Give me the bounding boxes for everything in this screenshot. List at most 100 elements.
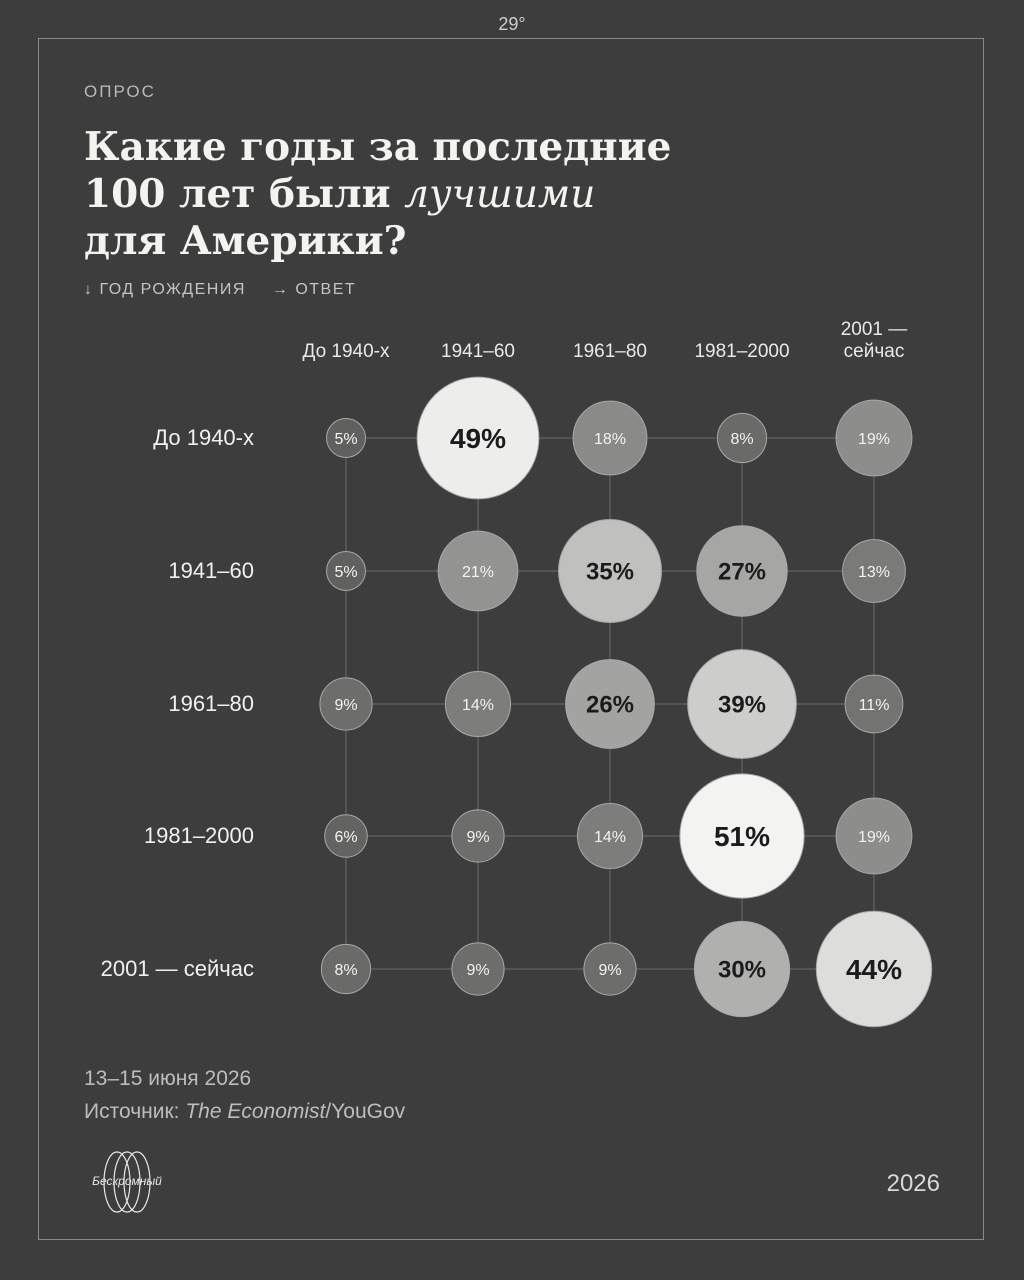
bubble: 13% [842,539,906,603]
bubble: 14% [444,670,512,738]
bubble-value: 11% [859,697,890,714]
bubble-circle [693,920,791,1018]
column-label: 1981–2000 [694,341,789,362]
bubble-value: 39% [718,692,766,719]
bubble-circle [451,809,505,863]
row-label: До 1940-х [153,425,254,450]
bubble-value: 14% [594,829,626,846]
bubble: 27% [696,525,788,617]
bubble-value: 26% [586,692,634,719]
bubble-value: 21% [462,564,494,581]
bubble-matrix-chart: До 1940-х 1941–60 1961–80 1981–2000 2001 — се… [101,319,933,1028]
bubble-circle [835,399,913,477]
bubble-value: 5% [334,564,357,581]
column-label: 1941–60 [441,341,515,362]
bubble-value: 13% [858,564,890,581]
survey-date: 13–15 июня 2026 [84,1067,252,1090]
axis-legend: ↓ ГОД РОЖДЕНИЯ → ОТВЕТ [84,281,356,299]
bubble-value: 14% [462,697,494,714]
bubble-value: 44% [846,954,902,985]
bubble-value: 19% [858,829,890,846]
bubble-circle [326,418,366,458]
title-line-2: 100 лет были лучшими [84,171,684,218]
row-label: 1961–80 [168,691,254,716]
bubble-circle [815,910,933,1028]
logo-text: Бескромный [92,1174,162,1188]
page-title: Какие годы за последние 100 лет были луч… [84,124,684,265]
column-label-line: До 1940-х [302,341,390,362]
bubble-value: 9% [598,962,621,979]
bubble-circle [326,551,366,591]
bubble-circle [572,400,648,476]
bubble-circle [444,670,512,738]
column-label: До 1940-х [302,341,390,362]
bubble: 11% [844,674,904,734]
source-prefix: Источник: [84,1100,186,1123]
bubble: 9% [451,942,505,996]
bubble: 19% [835,399,913,477]
column-label-line: 2001 — [841,319,908,340]
bubble-value: 27% [718,559,766,586]
column-label-line: сейчас [844,341,905,362]
bubble: 9% [319,677,373,731]
logo-rings [103,1151,151,1213]
bubble: 6% [324,814,368,858]
title-line-1: Какие годы за последние [84,124,672,170]
column-label-line: 1941–60 [441,341,515,362]
column-label: 1961–80 [573,341,647,362]
bubble-circle [451,942,505,996]
bubble-value: 18% [594,431,626,448]
bubble: 44% [815,910,933,1028]
bubble: 5% [326,418,366,458]
bubble-circle [583,942,637,996]
bubble: 19% [835,797,913,875]
source-publication: The Economist [185,1100,326,1123]
source: Источник: The Economist/YouGov [84,1100,405,1124]
bubble: 30% [693,920,791,1018]
bubble-value: 9% [334,697,357,714]
row-axis-legend: ↓ ГОД РОЖДЕНИЯ [84,281,246,298]
row-label: 2001 — сейчас [101,956,254,981]
bubble-value: 9% [466,962,489,979]
bubble: 35% [558,519,662,623]
bubble-value: 5% [334,431,357,448]
bubble-circle [437,530,519,612]
bubble-value: 35% [586,559,634,586]
bubble: 51% [679,773,805,899]
bubble-value: 8% [730,431,753,448]
title-line-3: для Америки? [84,218,407,264]
title-line-2-prefix: 100 лет были [84,171,405,217]
bubble-circle [324,814,368,858]
column-label-line: 1981–2000 [694,341,789,362]
bubble-value: 8% [334,962,357,979]
bubble: 5% [326,551,366,591]
bubble-circle [687,649,797,759]
bubble-circle [696,525,788,617]
bubble-circle [565,659,655,749]
bubble-circle [576,802,644,870]
bubble-circle [319,677,373,731]
bubble-value: 19% [858,431,890,448]
top-mark: 29° [498,14,526,34]
bubble: 8% [320,943,372,995]
bubble: 49% [416,376,540,500]
bubble-circle [842,539,906,603]
year: 2026 [886,1170,940,1197]
bubble-value: 6% [334,829,357,846]
bubble: 39% [687,649,797,759]
column-label: 2001 — сейчас [841,319,908,362]
bubble-value: 49% [450,423,506,454]
bubble-circle [835,797,913,875]
bubble-circle [844,674,904,734]
bubble-circle [416,376,540,500]
bubble-circle [679,773,805,899]
bubble-circle [320,943,372,995]
col-axis-legend: → ОТВЕТ [271,281,357,298]
column-label-line: 1961–80 [573,341,647,362]
bubble: 18% [572,400,648,476]
bubble-value: 30% [718,957,766,984]
bubble-circle [716,412,768,464]
bubble-circle [558,519,662,623]
row-label: 1941–60 [168,558,254,583]
bubble: 8% [716,412,768,464]
